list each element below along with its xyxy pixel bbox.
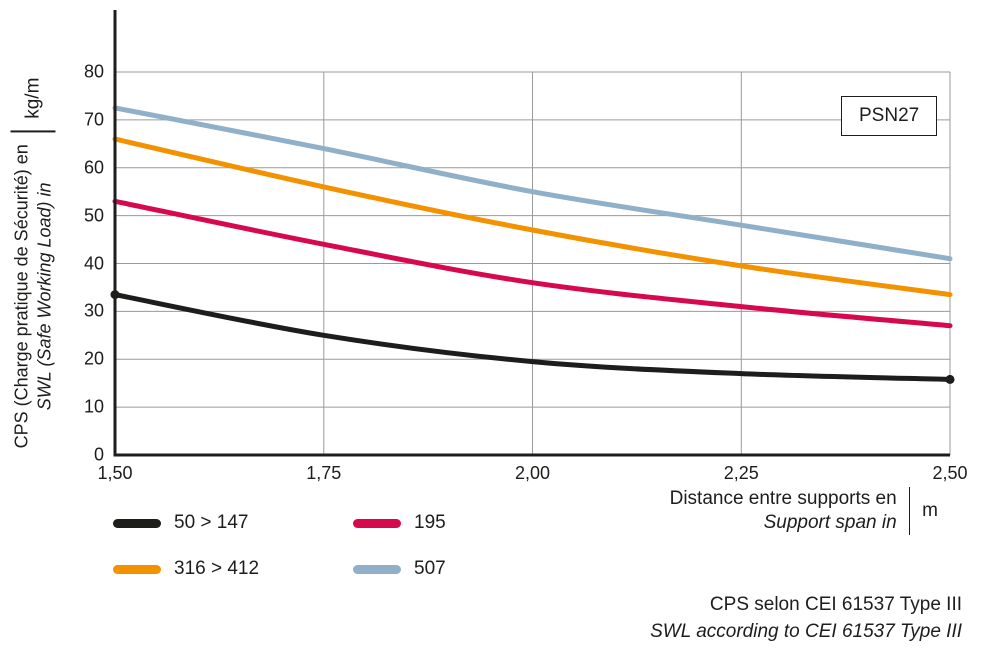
y-axis-unit-divider <box>10 130 56 133</box>
legend-swatch <box>113 518 161 528</box>
legend-item: 507 <box>353 558 446 580</box>
y-tick-label: 50 <box>83 205 104 226</box>
y-tick-label: 20 <box>83 348 104 369</box>
y-tick-label: 30 <box>83 300 104 321</box>
series-line-50-147 <box>112 292 953 382</box>
y-tick-label: 0 <box>93 444 104 465</box>
series-line-507 <box>112 105 953 262</box>
x-axis-title-fr: Distance entre supports en <box>669 488 897 509</box>
legend-label: 195 <box>414 512 446 533</box>
x-axis-unit: m <box>922 499 938 521</box>
x-tick-label: 2,00 <box>514 463 551 483</box>
legend-label: 50 > 147 <box>174 512 249 533</box>
legend-item: 316 > 412 <box>113 558 353 580</box>
y-tick-label: 80 <box>83 61 104 82</box>
standard-note-fr: CPS selon CEI 61537 Type III <box>709 594 962 615</box>
series-end-marker <box>945 374 955 384</box>
legend-label: 316 > 412 <box>174 558 260 579</box>
legend-item: 50 > 147 <box>113 512 353 534</box>
legend-label: 507 <box>414 558 446 579</box>
x-tick-label: 1,50 <box>97 463 133 483</box>
chart-plot <box>110 10 955 457</box>
legend-swatch <box>353 564 401 574</box>
x-tick-label: 1,75 <box>306 463 342 483</box>
x-axis-title-en: Support span in <box>763 511 897 533</box>
legend-item: 195 <box>353 512 446 534</box>
series-line-195 <box>112 198 953 329</box>
chart-legend: 50 > 147 195 316 > 412 507 <box>113 512 446 580</box>
y-tick-label: 40 <box>83 253 104 273</box>
series-line-316-412 <box>112 136 953 298</box>
legend-swatch <box>353 518 401 528</box>
x-axis-unit-divider <box>908 487 911 535</box>
y-tick-label: 10 <box>83 396 104 417</box>
x-tick-label: 2,25 <box>723 463 759 483</box>
x-axis-title: Distance entre supports en Support span … <box>670 487 938 535</box>
standard-note: CPS selon CEI 61537 Type III SWL accordi… <box>650 592 962 645</box>
y-tick-label: 70 <box>83 109 104 130</box>
x-tick-label: 2,50 <box>932 463 968 483</box>
series-family-badge: PSN27 <box>841 96 938 136</box>
y-tick-label: 60 <box>83 157 104 178</box>
standard-note-en: SWL according to CEI 61537 Type III <box>650 620 962 642</box>
legend-swatch <box>113 564 161 574</box>
x-axis-title-text: Distance entre supports en Support span … <box>670 487 897 535</box>
